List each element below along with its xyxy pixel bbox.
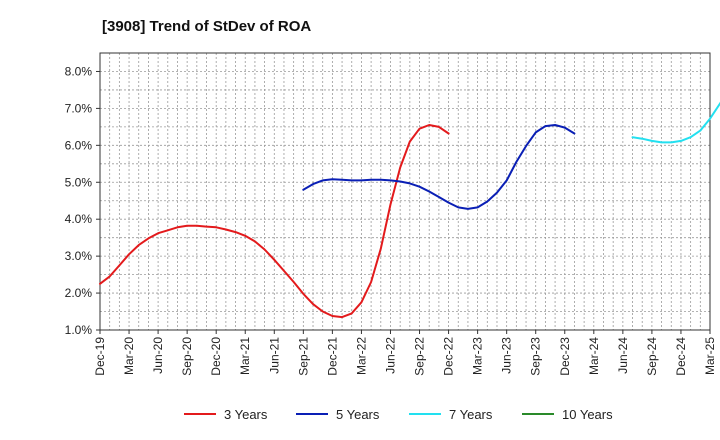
x-tick-label: Dec-24 — [674, 337, 688, 376]
x-tick-label: Jun-23 — [500, 337, 514, 374]
x-tick-label: Mar-22 — [354, 337, 368, 375]
x-tick-label: Sep-20 — [180, 337, 194, 376]
x-tick-label: Jun-22 — [383, 337, 397, 374]
x-tick-label: Jun-24 — [616, 337, 630, 374]
plot-border — [99, 52, 711, 331]
legend-label: 10 Years — [562, 407, 613, 422]
plot-background — [100, 53, 710, 330]
x-tick-label: Dec-22 — [442, 337, 456, 376]
x-tick-label: Mar-21 — [238, 337, 252, 375]
x-tick-label: Sep-21 — [296, 337, 310, 376]
legend-label: 7 Years — [449, 407, 493, 422]
x-tick-label: Dec-21 — [325, 337, 339, 376]
x-tick-label: Dec-23 — [558, 337, 572, 376]
series-line-3-years — [99, 124, 450, 319]
y-tick-label: 6.0% — [65, 138, 93, 152]
x-tick-label: Mar-25 — [703, 337, 717, 375]
legend-label: 5 Years — [336, 407, 380, 422]
y-tick-label: 8.0% — [65, 64, 93, 78]
y-tick-label: 7.0% — [65, 101, 93, 115]
y-tick-label: 2.0% — [65, 286, 93, 300]
legend: 3 Years 5 Years 7 Years 10 Years — [184, 407, 613, 422]
x-tick-label: Sep-23 — [529, 337, 543, 376]
y-tick-label: 1.0% — [65, 323, 93, 337]
x-tick-label: Dec-19 — [93, 337, 107, 376]
x-tick-label: Dec-20 — [209, 337, 223, 376]
y-tick-label: 3.0% — [65, 249, 93, 263]
x-tick-label: Sep-22 — [413, 337, 427, 376]
x-tick-label: Sep-24 — [645, 337, 659, 376]
x-tick-label: Mar-23 — [471, 337, 485, 375]
x-tick-label: Mar-20 — [122, 337, 136, 375]
series-line-5-years — [302, 124, 576, 210]
x-tick-label: Jun-21 — [267, 337, 281, 374]
y-tick-label: 5.0% — [65, 175, 93, 189]
chart-title: [3908] Trend of StDev of ROA — [102, 18, 311, 35]
plot-area: 1.0% 2.0% 3.0% 4.0% 5.0% 6.0% 7.0% 8.0% Dec-19 Ma… — [65, 52, 720, 376]
series-line-7-years — [631, 101, 720, 144]
y-tick-label: 4.0% — [65, 212, 93, 226]
x-tick-label: Jun-20 — [151, 337, 165, 374]
x-tick-label: Mar-24 — [587, 337, 601, 375]
legend-label: 3 Years — [224, 407, 268, 422]
